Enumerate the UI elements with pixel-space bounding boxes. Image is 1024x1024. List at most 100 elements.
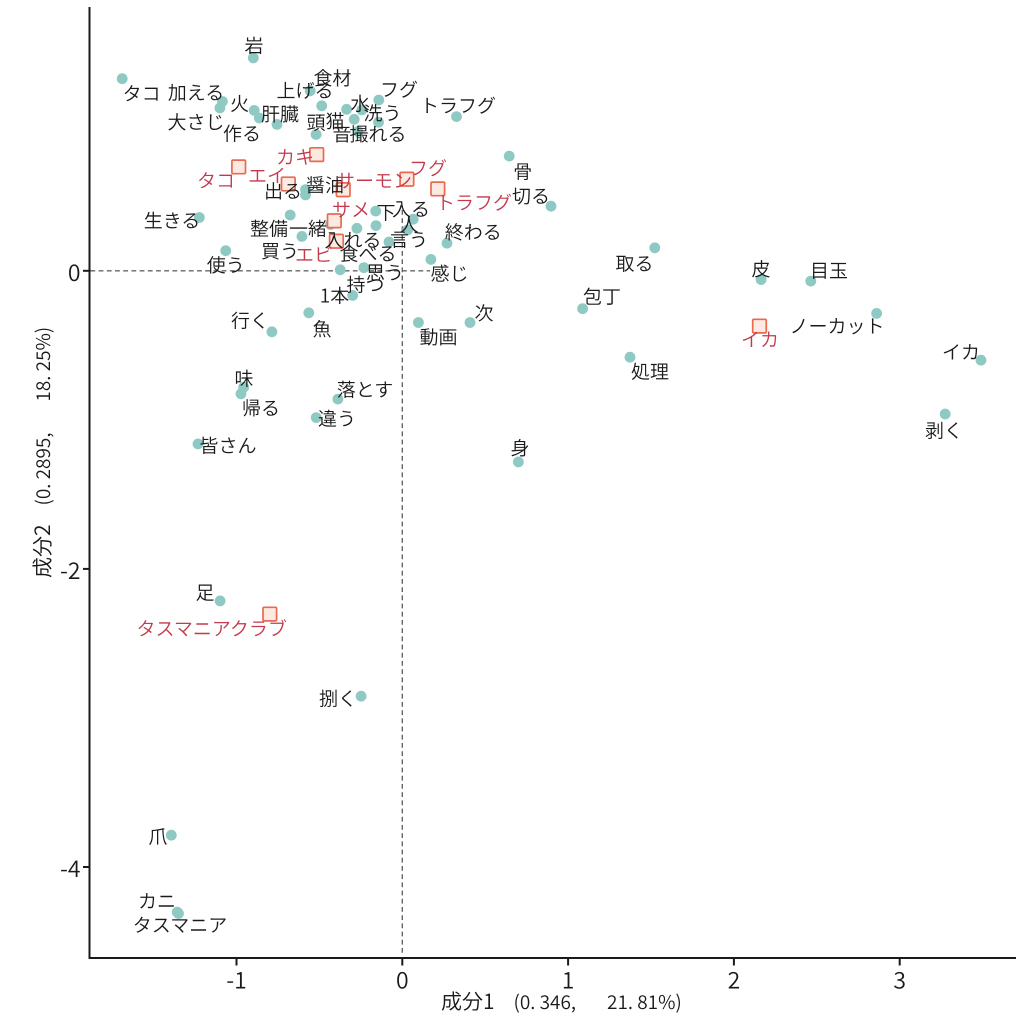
y-axis-title-name: 成分2 — [27, 524, 57, 578]
term-label: 火 — [230, 89, 249, 116]
data-point-dot — [332, 393, 344, 405]
data-point-dot — [214, 595, 226, 607]
data-point-dot — [284, 209, 296, 221]
species-point-square — [280, 176, 296, 192]
term-label: タコ — [123, 79, 161, 106]
term-label: 包丁 — [583, 283, 621, 310]
species-label: タスマニアクラブ — [136, 614, 286, 641]
term-label: タスマニア — [133, 911, 227, 938]
data-point-dot — [373, 116, 384, 128]
term-label: 処理 — [631, 358, 669, 385]
term-label: フグ — [380, 75, 418, 102]
data-point-dot — [173, 908, 184, 919]
term-label: 醤油 — [306, 171, 344, 198]
data-point-dot — [383, 236, 395, 248]
data-point-dot — [348, 113, 360, 125]
term-label: 感じ — [430, 260, 468, 287]
term-label: 岩 — [244, 32, 263, 59]
species-point-square — [751, 318, 768, 334]
term-label: 音 — [332, 120, 351, 147]
term-label: 言う — [390, 225, 428, 252]
data-point-dot — [503, 150, 515, 162]
term-label: 洗う — [363, 99, 401, 126]
x-axis-title-name: 成分1 — [441, 986, 495, 1016]
species-point-square — [430, 181, 446, 197]
term-label: カニ — [138, 887, 176, 914]
term-label: 思う — [366, 259, 404, 286]
term-label: 捌く — [319, 685, 357, 712]
term-label: 加える — [168, 78, 224, 105]
data-point-dot — [220, 245, 232, 257]
term-label: 動画 — [419, 323, 457, 350]
y-tick-label: -4 — [60, 850, 81, 884]
term-label: 撮れる — [349, 120, 406, 147]
term-label: 味 — [234, 364, 253, 391]
term-label: 入る — [392, 195, 430, 222]
term-label: 行く — [231, 307, 269, 334]
data-point-dot — [214, 102, 226, 114]
species-label: サメ — [332, 196, 370, 223]
species-point-square — [399, 171, 415, 187]
term-label: 落とす — [337, 375, 393, 402]
species-label: サーモン — [336, 166, 412, 193]
species-point-square — [335, 182, 351, 198]
data-point-dot — [649, 242, 661, 254]
data-point-dot — [577, 303, 589, 315]
data-point-dot — [624, 351, 636, 363]
data-point-dot — [407, 213, 419, 225]
species-point-square — [231, 159, 247, 175]
y-axis-title-stat: (0. 2895, — [29, 432, 56, 506]
term-label: 剥く — [925, 417, 963, 444]
term-label: 整備 — [250, 214, 288, 241]
data-point-dot — [373, 94, 385, 106]
y-tick-label: -2 — [60, 552, 81, 586]
data-point-dot — [451, 111, 462, 122]
term-label: 取る — [615, 250, 653, 277]
term-label: 使う — [207, 251, 245, 278]
data-point-dot — [193, 212, 205, 223]
term-label: 人 — [399, 210, 418, 237]
term-label: 骨 — [513, 157, 532, 184]
species-label: イカ — [741, 326, 779, 353]
x-tick-label: -1 — [226, 962, 247, 996]
data-point-dot — [334, 264, 346, 276]
data-point-dot — [412, 317, 424, 328]
y-axis-title: 成分2 (0. 2895, 18. 25%) — [27, 327, 57, 578]
data-point-dot — [975, 354, 987, 366]
data-point-dot — [352, 126, 364, 137]
term-label: 目玉 — [810, 256, 848, 283]
data-point-dot — [266, 326, 278, 338]
data-point-dot — [425, 253, 437, 265]
term-label: 下 — [376, 198, 395, 225]
species-label: フグ — [409, 154, 447, 181]
term-label: ノーカット — [789, 312, 884, 339]
species-label: トラフグ — [436, 188, 512, 215]
term-label: 出る — [264, 177, 302, 204]
data-point-dot — [310, 129, 322, 140]
x-tick-label: 2 — [728, 962, 741, 996]
term-label: 食材 — [313, 64, 351, 91]
term-label: イカ — [942, 338, 980, 365]
data-point-dot — [356, 104, 368, 116]
term-label: 作る — [223, 120, 261, 147]
term-label: 終わる — [445, 218, 502, 245]
data-point-dot — [351, 222, 363, 234]
data-point-dot — [370, 205, 382, 217]
data-point-dot — [871, 307, 883, 319]
data-point-dot — [248, 105, 260, 116]
species-point-square — [328, 233, 345, 249]
term-label: 皆さん — [199, 431, 256, 458]
data-point-dot — [116, 73, 128, 85]
x-axis-title: 成分1 (0. 346, 21. 81%) — [441, 986, 682, 1016]
data-point-dot — [805, 275, 817, 287]
data-point-dot — [247, 52, 259, 64]
y-tick-label: 0 — [68, 254, 81, 288]
term-label: 身 — [510, 434, 529, 461]
term-label: 次 — [474, 299, 493, 326]
term-label: 違う — [318, 405, 356, 432]
term-label: 帰る — [242, 394, 280, 421]
species-point-square — [326, 213, 342, 229]
data-point-dot — [300, 189, 311, 201]
term-label: 猫 — [325, 107, 344, 134]
